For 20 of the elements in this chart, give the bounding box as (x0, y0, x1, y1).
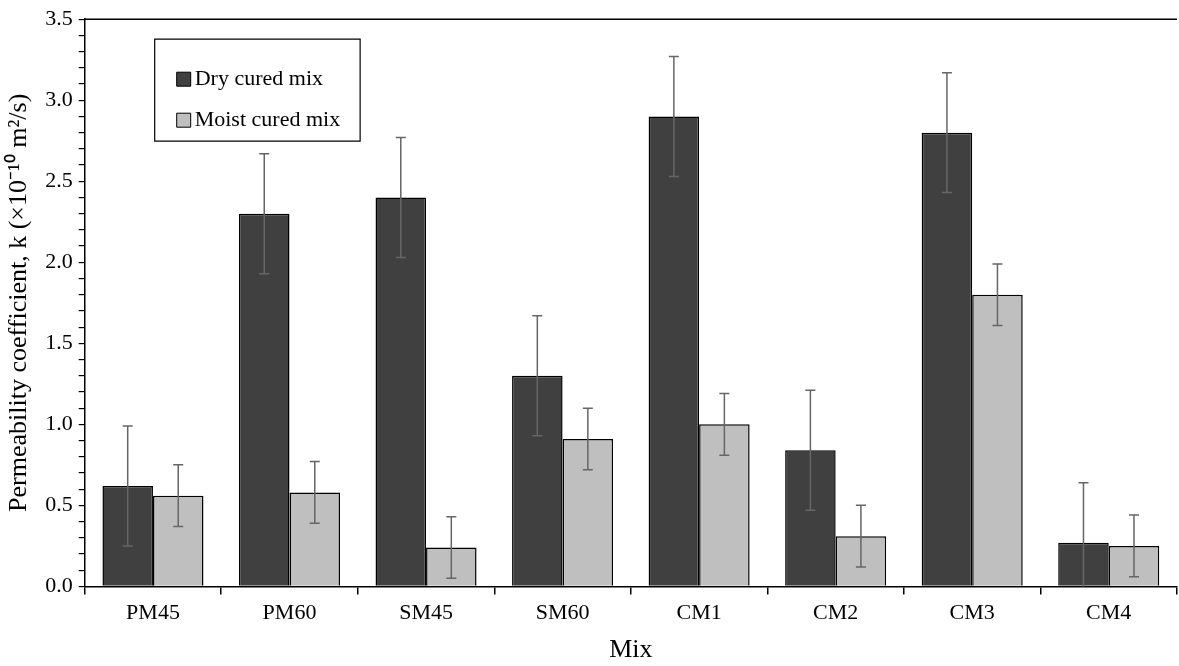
x-tick-label: CM1 (676, 599, 722, 625)
y-tick-label: 3.5 (45, 4, 73, 30)
x-tick-label: CM2 (813, 599, 859, 625)
y-tick-label: 2.5 (45, 167, 73, 193)
y-tick-label: 0.0 (45, 572, 73, 598)
y-axis-title: Permeability coefficient, k (×10⁻¹⁰ m²/s) (3, 93, 33, 512)
legend-label: Dry cured mix (194, 64, 323, 90)
y-tick-label: 0.5 (45, 491, 73, 517)
x-tick-label: SM60 (535, 599, 590, 625)
x-tick-label: PM45 (126, 599, 180, 625)
y-tick-label: 1.5 (45, 329, 73, 355)
x-tick-label: PM60 (262, 599, 317, 625)
x-tick-label: SM45 (399, 599, 453, 625)
x-axis-title: Mix (609, 634, 653, 664)
y-tick-label: 2.0 (45, 248, 73, 274)
y-tick-label: 1.0 (45, 410, 73, 436)
x-tick-label: CM3 (949, 599, 995, 625)
x-tick-label: CM4 (1086, 599, 1132, 625)
y-tick-label: 3.0 (45, 86, 73, 112)
legend-label: Moist cured mix (194, 105, 341, 131)
